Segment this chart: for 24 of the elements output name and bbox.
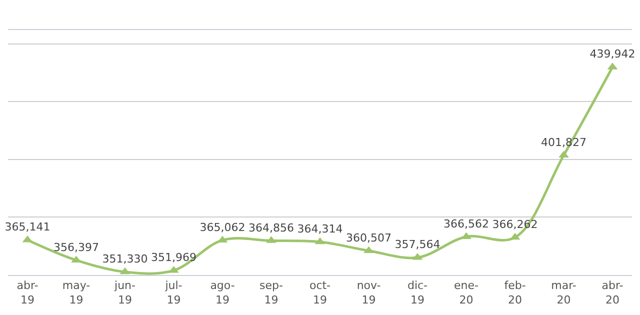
data-label: 360,507 <box>346 231 392 244</box>
x-tick-label: nov-19 <box>356 279 381 306</box>
data-label: 357,564 <box>394 238 440 252</box>
x-tick-label: ago-19 <box>210 279 235 306</box>
data-label: 356,397 <box>54 240 99 254</box>
x-tick-label: may-19 <box>62 279 90 306</box>
point <box>168 266 179 273</box>
data-label: 366,562 <box>444 217 489 230</box>
x-tick-label: abr-20 <box>602 279 624 306</box>
data-label: 364,314 <box>297 222 343 236</box>
data-label: 365,062 <box>200 220 246 234</box>
x-tick-label: abr-19 <box>16 279 38 306</box>
x-tick-label: oct-19 <box>309 279 331 306</box>
x-tick-label: feb-20 <box>504 279 526 306</box>
x-tick-label: jun-19 <box>114 279 136 306</box>
x-tick-label: jul-19 <box>164 279 182 306</box>
x-tick-label: sep-19 <box>260 279 284 306</box>
data-label: 365,141 <box>4 220 50 234</box>
data-label: 364,856 <box>248 221 294 234</box>
data-label: 351,330 <box>102 252 148 266</box>
data-label: 439,942 <box>590 48 636 61</box>
x-tick-label: mar-20 <box>551 279 576 306</box>
x-tick-label: dic-19 <box>407 279 428 306</box>
x-tick-label: ene-20 <box>454 279 479 306</box>
